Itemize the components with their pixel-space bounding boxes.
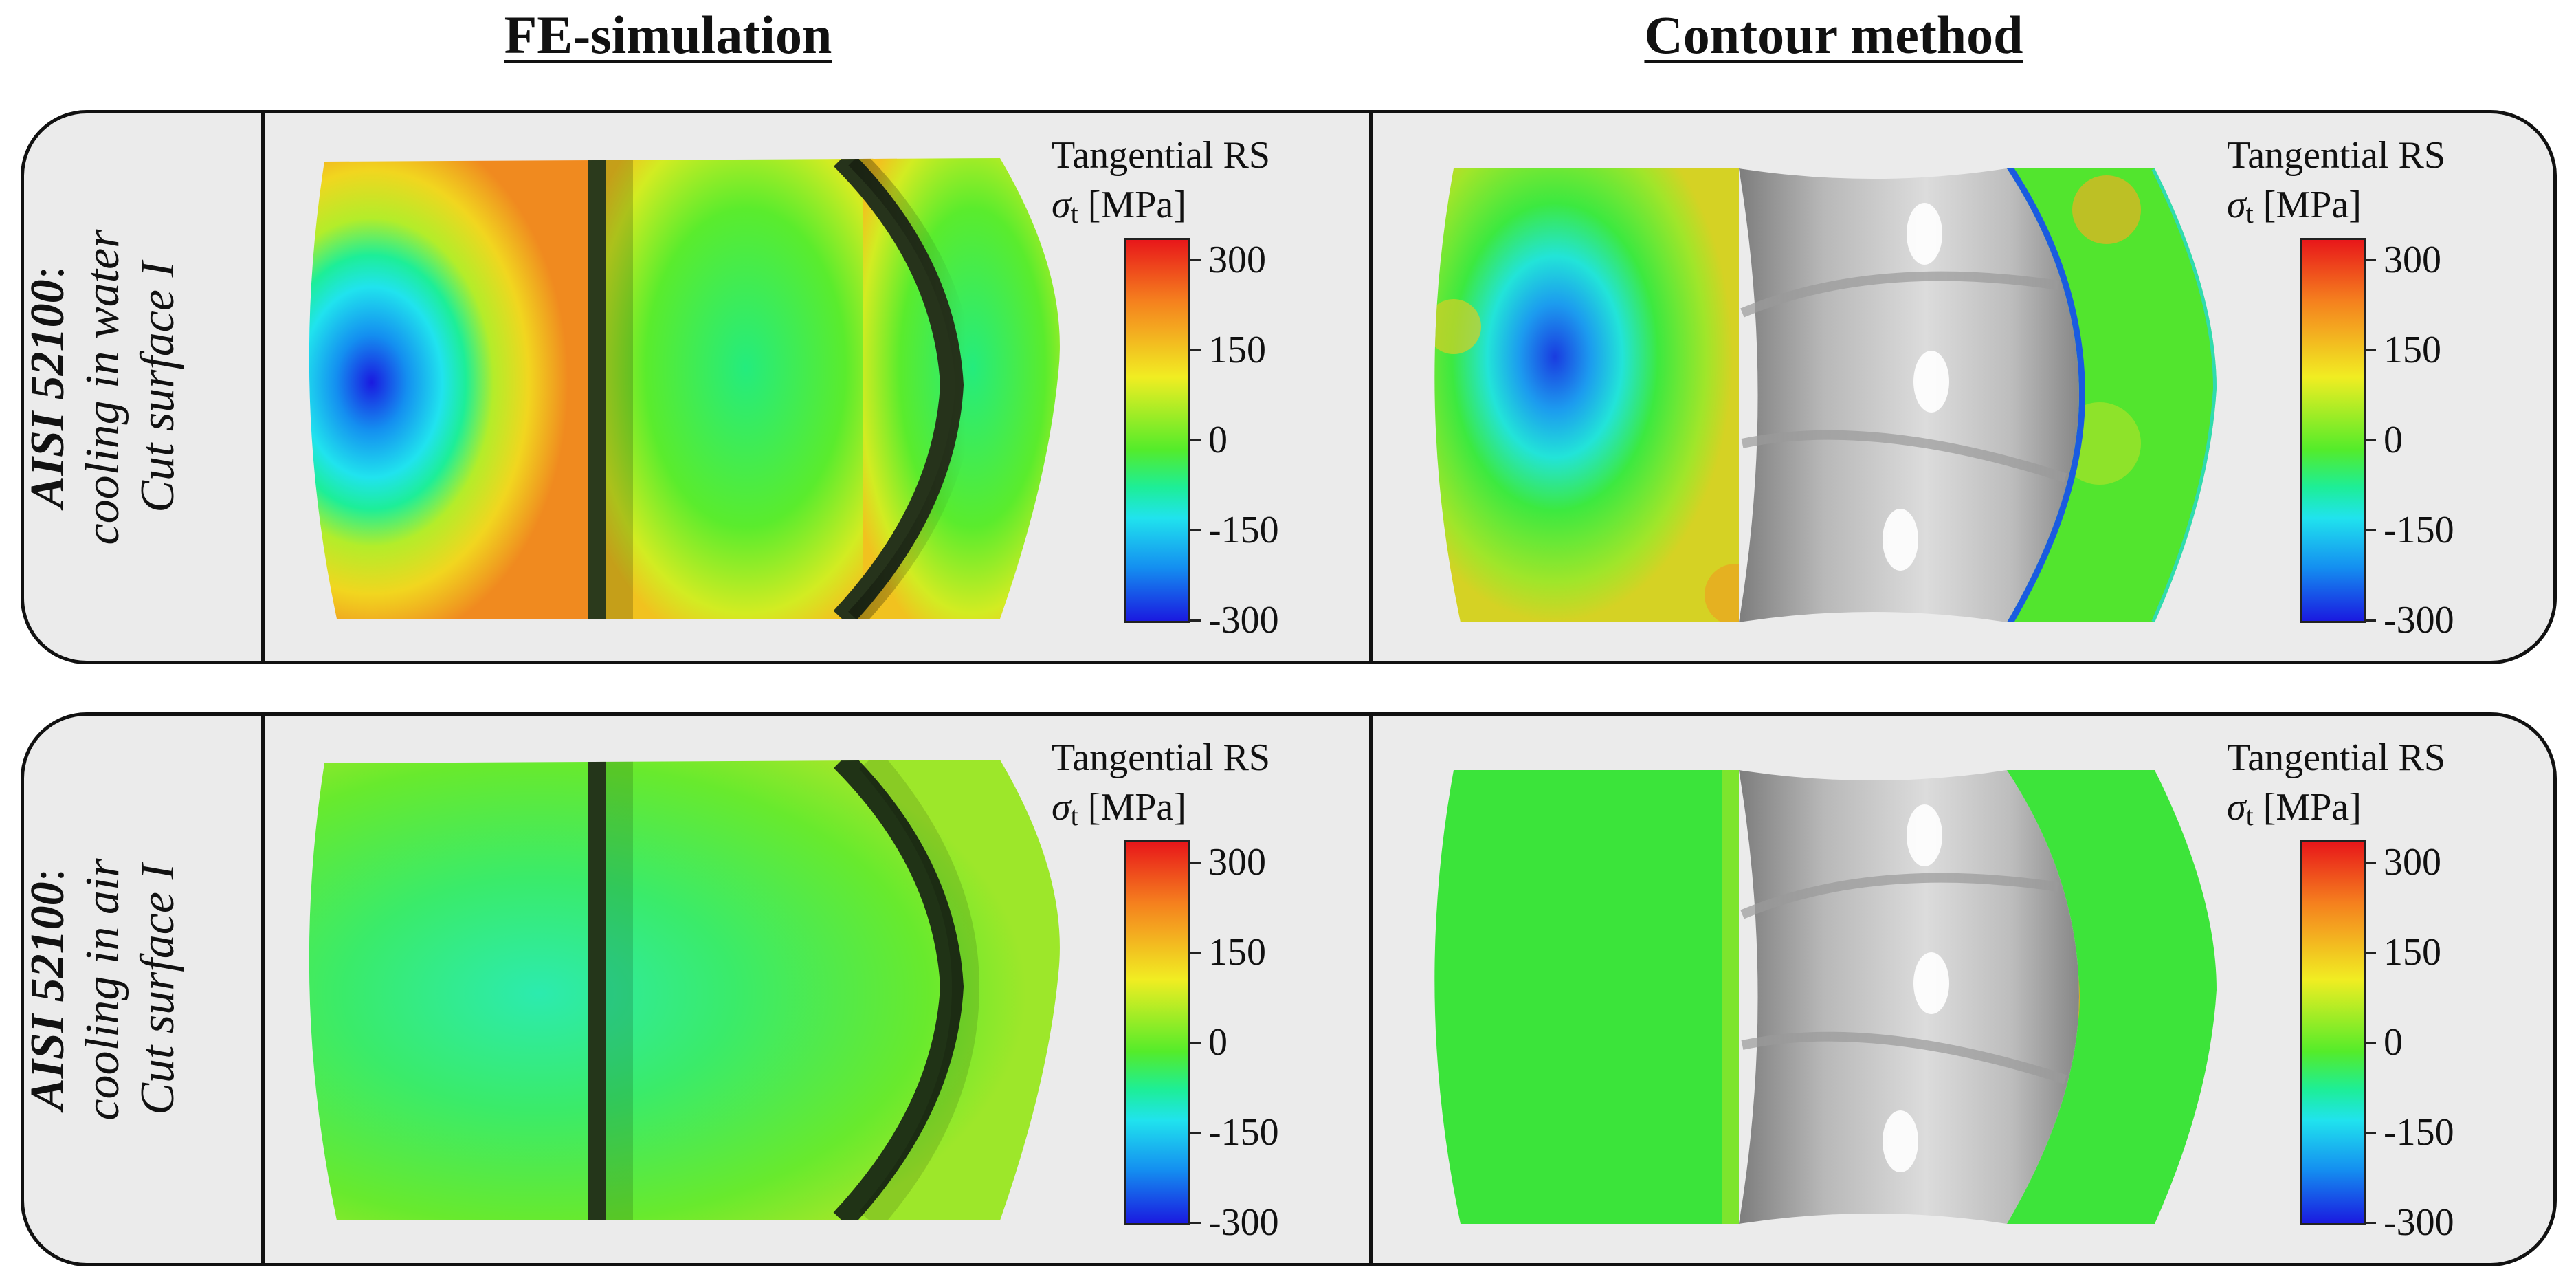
label-colon: : xyxy=(21,868,74,882)
fe-simulation-header: FE-simulation xyxy=(504,5,832,65)
colorbar-unit: [MPa] xyxy=(1087,786,1186,829)
colorbar-tick-mark xyxy=(1190,529,1201,531)
colorbar-title: Tangential RS σt [MPa] xyxy=(2227,733,2445,841)
colorbar-gradient xyxy=(1124,840,1190,1225)
colorbar-tick-mark xyxy=(1190,259,1201,261)
cooling-label: cooling in water xyxy=(76,229,129,545)
colorbar-gradient xyxy=(1124,238,1190,623)
cut-surface-label: Cut surface I xyxy=(131,261,184,513)
colorbar-title: Tangential RS σt [MPa] xyxy=(1052,131,1270,239)
colorbar-subscript: t xyxy=(2245,800,2254,831)
fe-contour-plot-water xyxy=(309,158,1060,619)
colorbar-tick-label: 300 xyxy=(1208,239,1266,281)
label-colon: : xyxy=(21,265,74,280)
colorbar-tick-label: -300 xyxy=(1208,599,1279,642)
colorbar-tick-mark xyxy=(1190,1132,1201,1134)
colorbar-title-text: Tangential RS xyxy=(1052,736,1271,779)
colorbar-tick-label: 0 xyxy=(1208,419,1228,461)
cut-surface-label: Cut surface I xyxy=(131,864,184,1115)
colorbar-tick-label: 0 xyxy=(2384,1021,2403,1064)
colorbar-gradient xyxy=(2300,238,2366,623)
colorbar-symbol: σ xyxy=(1052,184,1071,226)
colorbar-title-text: Tangential RS xyxy=(1052,134,1271,177)
colorbar-title-text: Tangential RS xyxy=(2227,134,2446,177)
colorbar-tick-mark xyxy=(2365,1222,2376,1224)
colorbar-tick-label: 0 xyxy=(2384,419,2403,461)
colorbar-tick-label: -150 xyxy=(1208,509,1279,551)
colorbar-tick-mark xyxy=(2365,259,2376,261)
colorbar-subscript: t xyxy=(1070,800,1078,831)
colorbar-title: Tangential RS σt [MPa] xyxy=(2227,131,2445,239)
colorbar-tick-mark xyxy=(2365,529,2376,531)
colorbar-tick-label: -150 xyxy=(2384,509,2454,551)
contour-method-plot-air xyxy=(1434,770,2217,1224)
colorbar-tick-label: -300 xyxy=(2384,599,2454,642)
colorbar-tick-label: -150 xyxy=(1208,1111,1279,1154)
row-label-divider xyxy=(261,113,265,661)
colorbar-tick-label: 300 xyxy=(2384,239,2441,281)
colorbar-tick-mark xyxy=(2365,619,2376,622)
material-label: AISI 52100 xyxy=(21,279,74,509)
colorbar-gradient xyxy=(2300,840,2366,1225)
colorbar-symbol: σ xyxy=(2227,786,2246,829)
colorbar-tick-label: 150 xyxy=(1208,931,1266,974)
fe-contour-plot-air xyxy=(309,760,1060,1220)
colorbar-tick-mark xyxy=(1190,952,1201,954)
colorbar-tick-label: 150 xyxy=(2384,931,2441,974)
contour-method-plot-water xyxy=(1434,168,2217,622)
colorbar-tick-mark xyxy=(1190,862,1201,864)
material-label: AISI 52100 xyxy=(21,881,74,1111)
colorbar-unit: [MPa] xyxy=(2263,184,2362,226)
colorbar-tick-mark xyxy=(2365,1042,2376,1044)
colorbar-tick-mark xyxy=(2365,1132,2376,1134)
colorbar-tick-mark xyxy=(2365,862,2376,864)
colorbar-subscript: t xyxy=(2245,198,2254,229)
colorbar-tick-mark xyxy=(2365,952,2376,954)
colorbar-tick-label: 150 xyxy=(2384,329,2441,371)
colorbar-tick-mark xyxy=(2365,349,2376,351)
column-divider xyxy=(1369,113,1373,661)
row-label-air: AISI 52100: cooling in air Cut surface I xyxy=(21,728,254,1251)
colorbar-tick-label: 0 xyxy=(1208,1021,1228,1064)
colorbar-unit: [MPa] xyxy=(2263,786,2362,829)
colorbar-tick-label: -300 xyxy=(1208,1201,1279,1244)
colorbar-symbol: σ xyxy=(2227,184,2246,226)
colorbar-tick-mark xyxy=(2365,439,2376,441)
colorbar-title-text: Tangential RS xyxy=(2227,736,2446,779)
colorbar-tick-label: 150 xyxy=(1208,329,1266,371)
colorbar-symbol: σ xyxy=(1052,786,1071,829)
colorbar-tick-mark xyxy=(1190,619,1201,622)
colorbar-tick-mark xyxy=(1190,1042,1201,1044)
cooling-label: cooling in air xyxy=(76,858,129,1121)
colorbar-tick-label: -300 xyxy=(2384,1201,2454,1244)
colorbar-tick-label: -150 xyxy=(2384,1111,2454,1154)
row-label-divider xyxy=(261,716,265,1263)
column-divider xyxy=(1369,716,1373,1263)
colorbar-title: Tangential RS σt [MPa] xyxy=(1052,733,1270,841)
colorbar-tick-label: 300 xyxy=(2384,841,2441,884)
colorbar-tick-label: 300 xyxy=(1208,841,1266,884)
row-label-water: AISI 52100: cooling in water Cut surface… xyxy=(21,126,254,648)
colorbar-tick-mark xyxy=(1190,1222,1201,1224)
colorbar-unit: [MPa] xyxy=(1087,184,1186,226)
contour-method-header: Contour method xyxy=(1644,5,2023,65)
colorbar-tick-mark xyxy=(1190,349,1201,351)
colorbar-subscript: t xyxy=(1070,198,1078,229)
colorbar-tick-mark xyxy=(1190,439,1201,441)
